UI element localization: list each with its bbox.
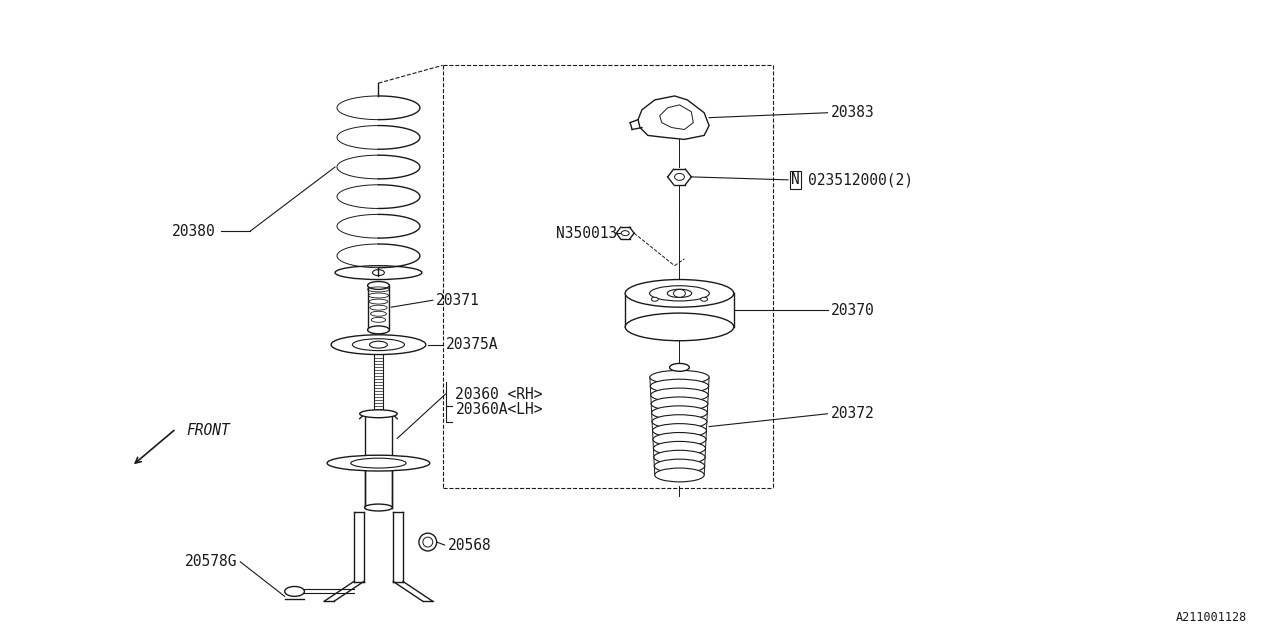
Ellipse shape <box>370 341 388 348</box>
Text: 023512000(2): 023512000(2) <box>808 172 913 188</box>
Text: 20380: 20380 <box>172 223 215 239</box>
Ellipse shape <box>650 371 709 384</box>
Ellipse shape <box>332 335 426 355</box>
Ellipse shape <box>653 433 707 446</box>
Ellipse shape <box>652 298 658 301</box>
Ellipse shape <box>652 415 707 429</box>
Text: 20360 <RH>: 20360 <RH> <box>456 387 543 401</box>
Ellipse shape <box>625 280 733 307</box>
Text: 20383: 20383 <box>831 105 874 120</box>
Ellipse shape <box>365 504 392 511</box>
Text: 20360A<LH>: 20360A<LH> <box>456 403 543 417</box>
Ellipse shape <box>653 442 705 455</box>
Ellipse shape <box>650 388 708 402</box>
Text: 20370: 20370 <box>831 303 874 317</box>
Ellipse shape <box>700 298 708 301</box>
Text: 20375A: 20375A <box>445 337 498 352</box>
Text: 20371: 20371 <box>435 292 480 308</box>
Ellipse shape <box>625 313 733 340</box>
Ellipse shape <box>652 397 708 411</box>
Text: N: N <box>791 172 800 188</box>
Ellipse shape <box>653 424 707 438</box>
Ellipse shape <box>367 326 389 334</box>
Ellipse shape <box>654 459 705 473</box>
Text: FRONT: FRONT <box>186 423 229 438</box>
Ellipse shape <box>652 406 708 420</box>
Ellipse shape <box>669 364 690 371</box>
Ellipse shape <box>650 380 709 393</box>
Ellipse shape <box>360 410 397 418</box>
Text: 20568: 20568 <box>448 538 492 552</box>
Ellipse shape <box>367 282 389 289</box>
Text: N350013: N350013 <box>556 226 617 241</box>
Text: A211001128: A211001128 <box>1176 611 1247 624</box>
Ellipse shape <box>351 458 406 468</box>
Text: 20372: 20372 <box>831 406 874 421</box>
Ellipse shape <box>673 289 685 298</box>
Ellipse shape <box>284 586 305 596</box>
Ellipse shape <box>654 451 705 464</box>
Ellipse shape <box>655 468 704 482</box>
Text: 20578G: 20578G <box>184 554 237 570</box>
Ellipse shape <box>328 455 430 471</box>
